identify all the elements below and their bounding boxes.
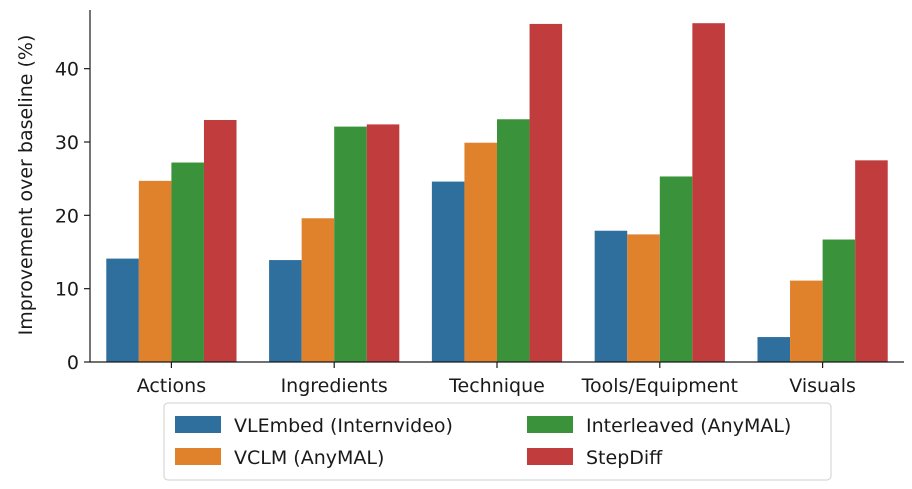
y-tick-label: 10 xyxy=(55,279,79,301)
legend-label-1: VCLM (AnyMAL) xyxy=(234,447,384,469)
legend: VLEmbed (Internvideo) VCLM (AnyMAL) Interl… xyxy=(163,402,832,481)
legend-label-0: VLEmbed (Internvideo) xyxy=(234,415,453,437)
bar-technique-series-1 xyxy=(464,142,497,362)
legend-frame xyxy=(163,402,832,481)
bar-tools-equipment-series-0 xyxy=(594,230,628,362)
bar-actions-series-2 xyxy=(171,162,204,362)
legend-swatch-0 xyxy=(175,416,221,433)
x-tick-label: Actions xyxy=(137,375,206,397)
bar-tools-equipment-series-3 xyxy=(692,23,725,362)
bar-actions-series-0 xyxy=(106,258,139,362)
x-tick-label: Tools/Equipment xyxy=(581,375,738,397)
bar-tools-equipment-series-1 xyxy=(627,234,660,362)
x-axis: Actions Ingredients Technique Tools/Equipme… xyxy=(90,361,904,397)
x-tick-label: Visuals xyxy=(789,375,856,397)
bar-technique-series-0 xyxy=(431,181,465,362)
legend-swatch-2 xyxy=(527,416,573,433)
y-axis: 0 10 20 30 40 xyxy=(55,10,91,374)
bar-visuals-series-2 xyxy=(822,239,856,362)
y-tick-label: 40 xyxy=(55,59,79,81)
bar-visuals-series-1 xyxy=(790,280,823,362)
y-tick-label: 0 xyxy=(67,352,79,374)
bar-ingredients-series-1 xyxy=(301,218,335,362)
legend-swatch-1 xyxy=(175,448,221,465)
y-tick-label: 20 xyxy=(55,205,79,227)
bar-visuals-series-0 xyxy=(757,337,791,362)
y-axis-label: Improvement over baseline (%) xyxy=(15,35,37,336)
bar-actions-series-3 xyxy=(203,120,237,362)
legend-swatch-3 xyxy=(527,448,573,465)
bar-visuals-series-3 xyxy=(855,160,888,362)
legend-label-3: StepDiff xyxy=(586,447,663,469)
bar-technique-series-3 xyxy=(529,23,563,363)
bar-actions-series-1 xyxy=(138,180,172,362)
x-tick-label: Technique xyxy=(448,375,545,397)
bar-technique-series-2 xyxy=(497,119,530,363)
y-tick-label: 30 xyxy=(55,132,79,154)
bar-tools-equipment-series-2 xyxy=(659,176,693,362)
bar-ingredients-series-2 xyxy=(334,126,367,362)
x-tick-label: Ingredients xyxy=(281,375,388,397)
bar-ingredients-series-0 xyxy=(269,260,302,362)
bar-ingredients-series-3 xyxy=(366,124,400,363)
legend-label-2: Interleaved (AnyMAL) xyxy=(586,415,791,437)
plot-area xyxy=(106,23,888,363)
